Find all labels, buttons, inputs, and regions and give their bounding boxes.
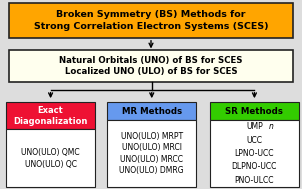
Bar [9,3,293,38]
Text: UNO(ULO) MRPT
UNO(ULO) MRCI
UNO(ULO) MRCC
UNO(ULO) DMRG: UNO(ULO) MRPT UNO(ULO) MRCI UNO(ULO) MRC… [120,132,184,175]
Text: SR Methods: SR Methods [226,107,283,115]
Bar [9,50,293,82]
Text: Natural Orbitals (UNO) of BS for SCES
Localized UNO (ULO) of BS for SCES: Natural Orbitals (UNO) of BS for SCES Lo… [59,56,243,76]
Text: Exact
Diagonalization: Exact Diagonalization [13,105,88,126]
Bar [210,120,299,187]
Bar [6,129,95,187]
Text: UNO(ULO) QMC
UNO(ULO) QC: UNO(ULO) QMC UNO(ULO) QC [21,148,80,169]
Text: LPNO-UCC: LPNO-UCC [235,149,274,158]
Text: DLPNO-UCC: DLPNO-UCC [232,163,277,171]
Bar [6,102,95,129]
Text: n: n [268,122,274,131]
Text: Broken Symmetry (BS) Methods for
Strong Correlation Electron Systems (SCES): Broken Symmetry (BS) Methods for Strong … [34,10,268,31]
Text: MR Methods: MR Methods [122,107,182,115]
Text: UCC: UCC [246,136,262,145]
Text: PNO-ULCC: PNO-ULCC [235,176,274,185]
Bar [107,120,196,187]
Bar [210,102,299,120]
Bar [107,102,196,120]
Text: UMP: UMP [246,122,263,131]
